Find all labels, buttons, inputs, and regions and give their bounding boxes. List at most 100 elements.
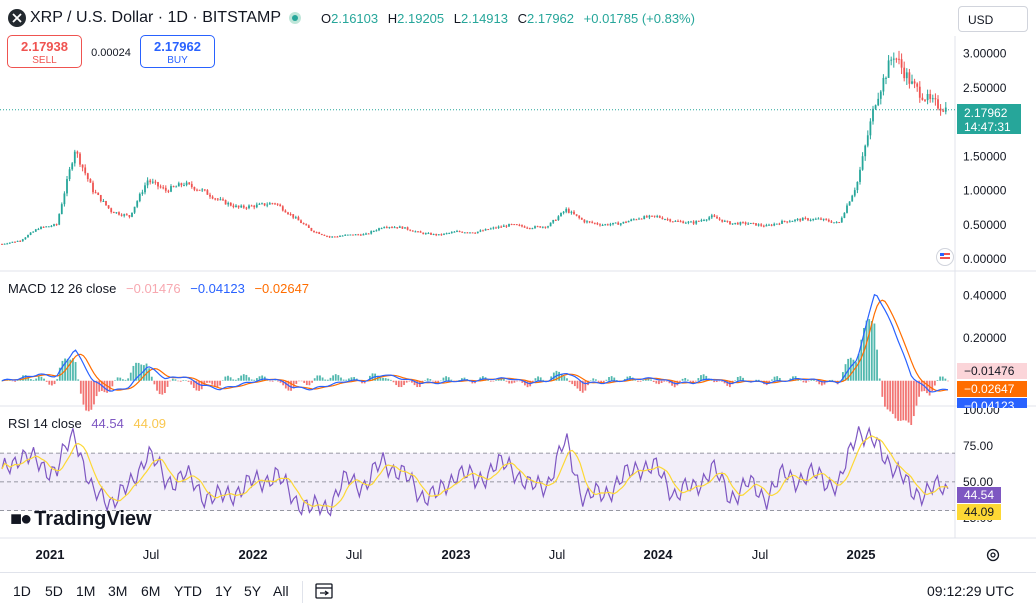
macd-histogram-bar bbox=[48, 380, 51, 385]
range-ytd-button[interactable]: YTD bbox=[174, 583, 202, 599]
range-3m-button[interactable]: 3M bbox=[108, 583, 128, 599]
candle-body bbox=[388, 227, 391, 229]
candle-body bbox=[196, 189, 198, 191]
macd-histogram-bar bbox=[723, 380, 726, 384]
range-6m-button[interactable]: 6M bbox=[141, 583, 161, 599]
range-1d-button[interactable]: 1D bbox=[13, 583, 31, 599]
macd-histogram-bar bbox=[353, 377, 356, 381]
buy-button[interactable]: 2.17962 BUY bbox=[140, 35, 215, 68]
candle-body bbox=[362, 234, 365, 236]
candle-body bbox=[505, 225, 508, 227]
sell-button[interactable]: 2.17938 SELL bbox=[7, 35, 82, 68]
candle-body bbox=[580, 217, 583, 220]
macd-histogram-bar bbox=[368, 375, 371, 381]
macd-histogram-bar bbox=[85, 380, 87, 411]
macd-histogram-bar bbox=[337, 375, 340, 381]
macd-histogram-bar bbox=[432, 380, 434, 382]
macd-histogram-bar bbox=[855, 362, 857, 381]
macd-histogram-bar bbox=[634, 380, 637, 381]
macd-histogram-bar bbox=[150, 376, 153, 381]
candle-body bbox=[453, 231, 456, 233]
candle-body bbox=[601, 224, 604, 226]
candle-body bbox=[846, 205, 848, 213]
candle-body bbox=[404, 227, 406, 229]
macd-histogram-bar bbox=[489, 380, 492, 382]
candle-body bbox=[736, 222, 739, 225]
price-tick-label: 0.50000 bbox=[963, 218, 1007, 232]
macd-histogram-bar bbox=[35, 378, 38, 381]
candle-body bbox=[892, 58, 895, 60]
candle-body bbox=[443, 233, 445, 235]
macd-histogram-bar bbox=[447, 377, 450, 381]
macd-histogram-bar bbox=[403, 380, 405, 386]
range-5y-button[interactable]: 5Y bbox=[244, 583, 262, 599]
macd-histogram-bar bbox=[221, 380, 224, 381]
candle-body bbox=[73, 151, 76, 164]
currency-select[interactable]: USD bbox=[958, 6, 1028, 32]
candle-body bbox=[723, 220, 726, 222]
candle-body bbox=[687, 221, 690, 223]
ohlc-values: O2.16103 H2.19205 L2.14913 C2.17962 +0.0… bbox=[321, 11, 701, 26]
macd-histogram-bar bbox=[479, 377, 482, 381]
tradingview-logo[interactable]: ■● TradingView bbox=[10, 508, 152, 531]
macd-histogram-bar bbox=[234, 379, 237, 381]
macd-histogram-bar bbox=[30, 379, 32, 381]
candle-body bbox=[539, 226, 542, 228]
candle-body bbox=[331, 236, 334, 238]
candle-body bbox=[383, 227, 386, 229]
candle-body bbox=[502, 225, 505, 227]
macd-histogram-bar bbox=[613, 377, 616, 381]
xrp-logo-icon bbox=[8, 9, 26, 27]
settings-gear-icon[interactable] bbox=[985, 547, 1001, 563]
flag-icon[interactable] bbox=[936, 248, 954, 266]
candle-body bbox=[885, 77, 887, 79]
candle-body bbox=[939, 108, 942, 111]
range-all-button[interactable]: All bbox=[273, 583, 289, 599]
candle-body bbox=[53, 224, 55, 226]
candle-body bbox=[27, 234, 29, 238]
candle-body bbox=[79, 153, 81, 165]
macd-title: MACD 12 26 close bbox=[8, 281, 117, 296]
candle-body bbox=[222, 199, 224, 201]
macd-histogram-bar bbox=[742, 377, 744, 381]
candle-body bbox=[874, 105, 877, 109]
range-1y-button[interactable]: 1Y bbox=[215, 583, 233, 599]
chart-canvas[interactable]: 3.000002.500002.000001.500001.000000.500… bbox=[0, 0, 1036, 572]
macd-histogram-bar bbox=[868, 319, 871, 381]
macd-histogram-bar bbox=[616, 380, 618, 381]
candle-body bbox=[268, 203, 271, 205]
range-1m-button[interactable]: 1M bbox=[76, 583, 96, 599]
clock-time[interactable]: 09:12:29 UTC bbox=[927, 583, 1015, 599]
candle-body bbox=[219, 199, 222, 201]
candle-body bbox=[518, 224, 521, 226]
macd-histogram-bar bbox=[182, 380, 185, 381]
candle-body bbox=[50, 225, 53, 227]
macd-histogram-bar bbox=[768, 380, 771, 383]
macd-histogram-bar bbox=[715, 380, 718, 383]
candle-body bbox=[549, 222, 552, 227]
symbol-title[interactable]: XRP / U.S. Dollar · 1D · BITSTAMP bbox=[30, 9, 282, 26]
candle-body bbox=[14, 241, 16, 243]
candle-body bbox=[606, 224, 609, 226]
candle-body bbox=[677, 220, 679, 222]
candle-body bbox=[183, 185, 185, 187]
brand-name: TradingView bbox=[34, 508, 152, 530]
macd-histogram-bar bbox=[340, 377, 342, 381]
candle-body bbox=[635, 219, 638, 221]
candle-body bbox=[315, 232, 318, 234]
candle-body bbox=[937, 99, 939, 109]
macd-histogram-bar bbox=[56, 379, 59, 381]
date-range-icon[interactable] bbox=[314, 581, 334, 601]
candle-body bbox=[630, 219, 633, 221]
macd-histogram-bar bbox=[114, 380, 116, 381]
macd-histogram-bar bbox=[116, 377, 119, 381]
candle-body bbox=[648, 215, 651, 218]
macd-histogram-bar bbox=[739, 376, 742, 381]
candle-body bbox=[765, 225, 768, 227]
candle-body bbox=[123, 214, 126, 216]
macd-histogram-bar bbox=[279, 380, 282, 383]
candle-body bbox=[768, 224, 770, 226]
candle-body bbox=[479, 230, 482, 232]
candle-body bbox=[118, 212, 120, 215]
range-5d-button[interactable]: 5D bbox=[45, 583, 63, 599]
